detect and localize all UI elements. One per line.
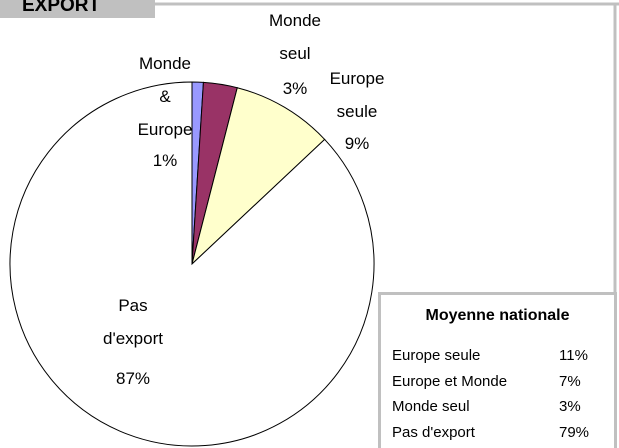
table-title: Moyenne nationale xyxy=(425,307,570,324)
slice-value-label: 9% xyxy=(344,134,370,153)
slice-value-label: 87% xyxy=(115,369,151,388)
slice-label: Monde & Europe xyxy=(137,54,193,139)
row-name: Europe seule xyxy=(392,347,481,364)
slice-label: Pas d'export xyxy=(103,296,163,348)
row-value: 79% xyxy=(559,423,590,441)
row-value: 11% xyxy=(559,347,588,364)
chart-title: EXPORT xyxy=(0,0,155,18)
pie-slice xyxy=(9,81,375,447)
row-value: 7% xyxy=(559,372,581,390)
slice-label: Monde seul xyxy=(269,11,321,63)
slice-value-label: 1% xyxy=(152,151,178,170)
pie-slice xyxy=(191,87,326,266)
row-name: Monde seul xyxy=(392,398,470,415)
national-average-table: Moyenne nationale Europe seule 11% Europe … xyxy=(378,292,617,448)
row-name: Pas d'export xyxy=(392,423,475,441)
row-name: Europe et Monde xyxy=(392,372,508,390)
row-value: 3% xyxy=(559,398,581,415)
slice-label: Europe seule xyxy=(329,69,385,121)
slice-value-label: 3% xyxy=(282,79,308,98)
